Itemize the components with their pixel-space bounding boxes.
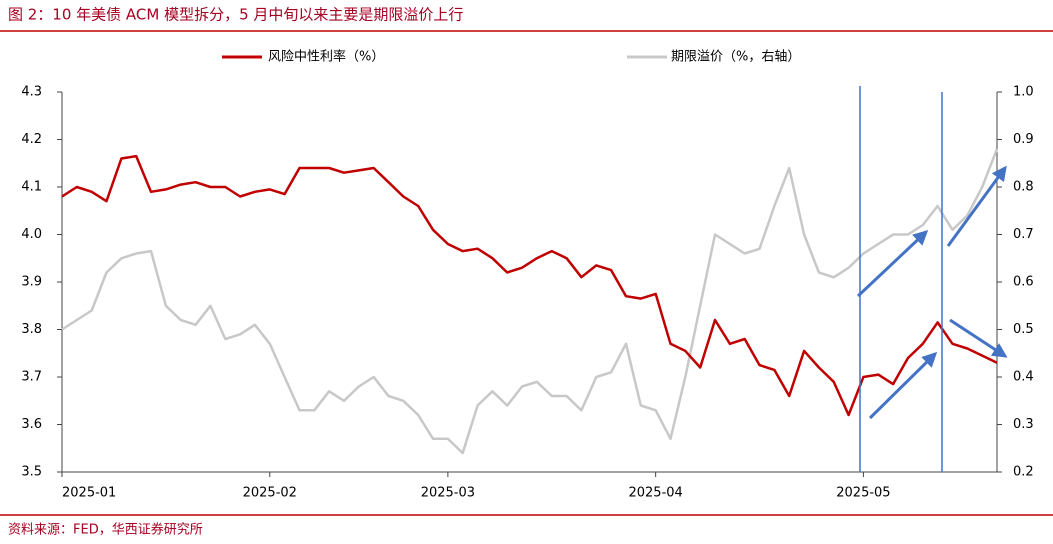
y-tick-label: 3.6	[21, 417, 42, 432]
y2-tick-label: 0.2	[1013, 465, 1034, 480]
y2-tick-label: 0.6	[1013, 275, 1034, 290]
source-note: 资料来源：FED，华西证券研究所	[8, 522, 203, 538]
y-tick-label: 4.2	[21, 132, 42, 147]
y2-tick-label: 0.8	[1013, 180, 1034, 195]
y2-tick-label: 0.4	[1013, 370, 1034, 385]
y-tick-label: 3.9	[21, 275, 42, 290]
y-tick-label: 3.7	[21, 370, 42, 385]
series-line	[61, 148, 999, 455]
y2-tick-label: 0.3	[1013, 417, 1034, 432]
y2-tick-label: 0.9	[1013, 132, 1034, 147]
y2-tick-label: 0.5	[1013, 322, 1034, 337]
x-tick-label: 2025-03	[421, 486, 475, 501]
y2-tick-label: 1.0	[1013, 85, 1034, 100]
y-tick-label: 4.1	[21, 180, 42, 195]
x-tick-label: 2025-04	[628, 486, 682, 501]
y-tick-label: 4.0	[21, 227, 42, 242]
x-tick-label: 2025-01	[62, 486, 116, 501]
x-tick-label: 2025-02	[243, 486, 297, 501]
arrow	[868, 351, 938, 420]
y2-tick-label: 0.7	[1013, 227, 1034, 242]
y-tick-label: 3.8	[21, 322, 42, 337]
series-line	[61, 154, 998, 417]
x-tick-label: 2025-05	[836, 486, 890, 501]
chart-title: 图 2：10 年美债 ACM 模型拆分，5 月中旬以来主要是期限溢价上行	[8, 6, 463, 24]
annotations	[856, 86, 1008, 472]
arrow	[946, 165, 1007, 247]
arrow	[949, 318, 1008, 358]
legend-label: 风险中性利率（%）	[268, 49, 384, 65]
y-tick-label: 4.3	[21, 85, 42, 100]
plot-area: 3.5 3.6 3.7 3.8 3.9 4.0 4.1 4.2 4.3 0.2 0.3 0.4 0.5 0…	[21, 85, 1033, 501]
y-tick-label: 3.5	[21, 465, 42, 480]
arrow	[856, 229, 929, 298]
legend-label: 期限溢价（%，右轴）	[671, 50, 800, 65]
